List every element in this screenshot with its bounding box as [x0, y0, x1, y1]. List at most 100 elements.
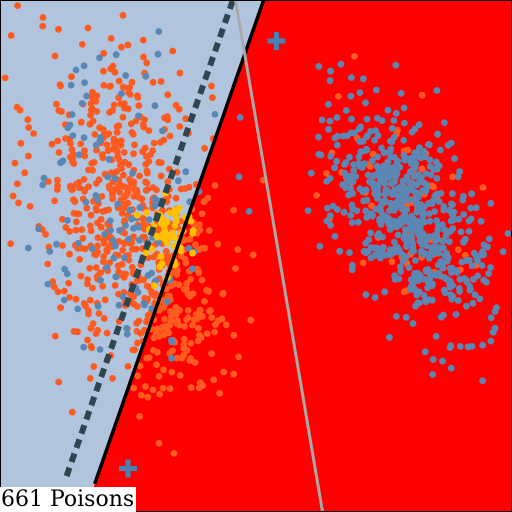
data-point: [211, 328, 219, 336]
data-point: [119, 293, 127, 301]
data-point: [418, 91, 426, 99]
data-point: [362, 99, 369, 107]
data-point: [433, 217, 440, 225]
data-point: [87, 106, 95, 114]
data-point: [446, 344, 454, 351]
data-point: [429, 280, 436, 288]
data-point: [14, 2, 21, 9]
data-point: [171, 222, 179, 230]
data-point: [439, 237, 447, 245]
data-point: [325, 101, 332, 108]
data-point: [355, 153, 363, 161]
data-point: [134, 339, 141, 347]
data-point: [51, 197, 58, 205]
data-point: [187, 275, 195, 283]
data-point: [208, 82, 215, 90]
data-point: [155, 239, 162, 246]
data-point: [465, 217, 473, 225]
data-point: [96, 346, 104, 353]
data-point: [118, 137, 125, 145]
data-point: [189, 227, 197, 234]
data-point: [371, 136, 378, 144]
data-point: [124, 363, 132, 370]
data-point: [342, 107, 350, 114]
data-point: [435, 198, 443, 206]
data-point: [91, 131, 99, 138]
data-point: [327, 152, 334, 160]
data-point: [105, 155, 113, 163]
data-point: [485, 270, 492, 277]
data-point: [363, 115, 371, 123]
data-point: [110, 135, 118, 143]
data-point: [198, 276, 206, 284]
data-point: [407, 225, 414, 233]
data-point: [115, 301, 123, 309]
data-point: [437, 146, 444, 154]
data-point: [148, 305, 156, 312]
data-point: [349, 261, 356, 269]
solid-boundary-line: [93, 0, 266, 485]
data-point: [431, 208, 438, 215]
data-point: [323, 170, 330, 177]
data-point: [151, 102, 159, 110]
data-point: [164, 298, 171, 305]
data-point: [154, 233, 162, 241]
data-point: [55, 149, 63, 156]
data-point: [361, 160, 368, 167]
data-point: [113, 128, 121, 136]
data-point: [447, 139, 455, 147]
data-point: [94, 234, 102, 242]
data-point: [356, 89, 364, 96]
data-point: [363, 146, 371, 154]
data-point: [89, 117, 97, 125]
data-point: [374, 232, 381, 240]
data-point: [346, 172, 354, 180]
data-point: [72, 218, 80, 226]
data-point: [143, 59, 151, 67]
data-point: [109, 188, 116, 196]
data-point: [74, 239, 82, 247]
data-point: [326, 77, 334, 85]
data-point: [196, 306, 204, 314]
data-point: [468, 190, 476, 198]
data-point: [130, 293, 138, 300]
data-point: [77, 272, 85, 280]
data-point: [96, 124, 103, 132]
data-point: [172, 206, 179, 214]
data-point: [120, 84, 128, 91]
data-point: [173, 271, 181, 278]
data-point: [479, 377, 486, 385]
data-point: [85, 310, 92, 318]
data-point: [68, 408, 76, 416]
data-point: [187, 384, 195, 391]
data-point: [92, 141, 100, 149]
data-point: [124, 199, 132, 207]
data-point: [129, 170, 136, 177]
data-point: [318, 116, 326, 124]
data-point: [394, 185, 401, 193]
plus-marker: [119, 459, 137, 478]
data-point: [72, 295, 80, 303]
data-point: [317, 151, 325, 159]
data-point: [189, 321, 196, 329]
data-point: [195, 384, 203, 392]
data-point: [372, 171, 380, 179]
data-point: [21, 169, 29, 177]
data-point: [468, 342, 476, 350]
data-point: [347, 211, 355, 219]
data-point: [112, 273, 120, 281]
data-point: [97, 276, 104, 284]
data-point: [95, 310, 103, 317]
data-point: [71, 198, 79, 206]
data-point: [485, 235, 493, 243]
data-point: [114, 200, 122, 208]
data-point: [46, 248, 54, 255]
data-point: [196, 379, 204, 387]
data-point: [333, 157, 341, 165]
data-point: [100, 67, 107, 75]
data-point: [401, 119, 408, 127]
data-point: [26, 202, 34, 210]
data-point: [93, 146, 100, 154]
data-point: [393, 313, 400, 320]
data-point: [432, 333, 440, 340]
